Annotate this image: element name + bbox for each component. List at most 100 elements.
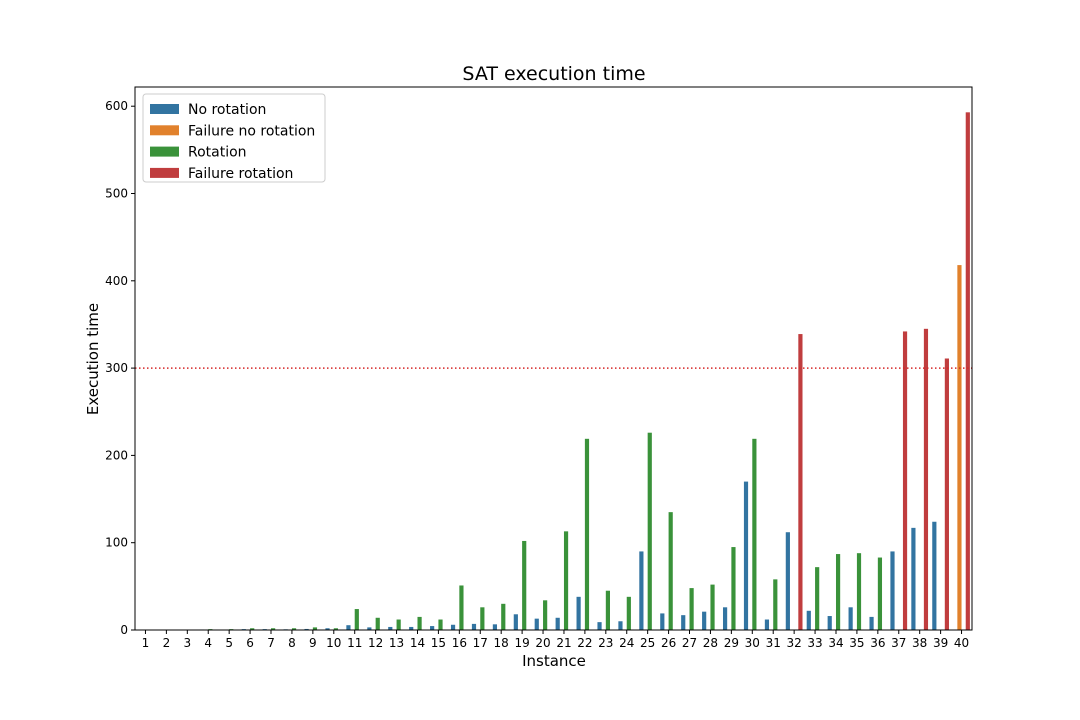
bar	[890, 551, 895, 630]
bar	[827, 616, 832, 630]
bar	[522, 540, 527, 630]
x-tick-label: 20	[535, 636, 550, 650]
bar	[710, 584, 715, 630]
bar	[944, 358, 949, 630]
legend-swatch	[150, 167, 179, 178]
x-tick-label: 33	[807, 636, 822, 650]
bar	[576, 596, 581, 630]
bar	[271, 628, 276, 630]
y-tick-label: 200	[105, 448, 128, 462]
bar	[806, 610, 811, 630]
bar	[471, 623, 477, 630]
x-tick-label: 12	[368, 636, 383, 650]
x-tick-label: 39	[933, 636, 948, 650]
x-tick-label: 7	[267, 636, 275, 650]
bar	[501, 603, 506, 630]
x-tick-label: 36	[870, 636, 885, 650]
bar	[605, 590, 610, 630]
bar	[291, 628, 297, 630]
bar	[932, 521, 937, 630]
x-tick-label: 10	[326, 636, 341, 650]
bar	[354, 609, 359, 630]
x-tick-label: 6	[246, 636, 254, 650]
bar	[856, 553, 862, 630]
bar	[626, 596, 631, 630]
bar	[417, 616, 422, 630]
plot-frame	[134, 86, 973, 631]
bar	[396, 619, 401, 630]
bar	[430, 626, 435, 630]
y-tick-label: 0	[120, 623, 128, 637]
bar	[312, 627, 318, 630]
legend-swatch	[150, 125, 179, 136]
legend-swatch	[150, 146, 179, 157]
bar	[752, 438, 757, 630]
bar	[731, 547, 736, 630]
x-tick-label: 23	[598, 636, 613, 650]
bar	[480, 607, 485, 630]
bar	[869, 616, 874, 630]
x-tick-label: 32	[786, 636, 801, 650]
bar	[450, 624, 456, 630]
chart-title: SAT execution time	[462, 63, 645, 85]
y-tick-label: 100	[105, 536, 128, 550]
x-tick-label: 31	[766, 636, 781, 650]
bar	[325, 628, 330, 630]
y-axis-label: Execution time	[84, 303, 102, 415]
bar	[375, 617, 380, 630]
bar	[877, 557, 883, 630]
y-tick-label: 500	[105, 187, 128, 201]
x-tick-label: 2	[163, 636, 171, 650]
x-tick-label: 27	[682, 636, 697, 650]
bar	[438, 619, 443, 630]
x-tick-label: 26	[661, 636, 676, 650]
bar	[346, 625, 351, 630]
y-tick-label: 400	[105, 274, 128, 288]
x-tick-label: 34	[828, 636, 843, 650]
bar	[923, 328, 929, 630]
x-tick-label: 29	[724, 636, 739, 650]
bar	[555, 617, 560, 630]
x-tick-label: 15	[431, 636, 446, 650]
legend-label: Failure no rotation	[188, 123, 315, 139]
legend-swatch	[150, 104, 179, 114]
x-tick-label: 37	[891, 636, 906, 650]
bar	[743, 481, 749, 630]
legend-label: Failure rotation	[188, 166, 293, 182]
bar	[618, 621, 623, 630]
bar	[597, 622, 602, 630]
bar	[835, 554, 841, 630]
bar	[639, 551, 644, 630]
x-tick-label: 22	[577, 636, 592, 650]
x-tick-label: 16	[452, 636, 467, 650]
bar	[722, 607, 728, 630]
bar	[513, 614, 518, 630]
bar	[689, 588, 694, 630]
bar	[388, 626, 393, 630]
bar	[785, 532, 790, 630]
y-tick-label: 300	[105, 361, 128, 375]
x-tick-label: 9	[309, 636, 317, 650]
bar	[668, 512, 673, 630]
x-axis-label: Instance	[522, 652, 586, 670]
x-tick-label: 4	[204, 636, 212, 650]
y-tick-label: 600	[105, 99, 128, 113]
bar	[702, 611, 707, 630]
bar	[957, 265, 962, 630]
x-tick-label: 3	[183, 636, 191, 650]
legend-label: Rotation	[188, 145, 247, 161]
x-tick-label: 35	[849, 636, 864, 650]
x-tick-label: 17	[473, 636, 488, 650]
bar	[660, 613, 665, 630]
legend-box	[142, 93, 326, 183]
bar	[459, 585, 464, 630]
bar	[250, 628, 255, 630]
x-tick-label: 18	[494, 636, 509, 650]
bar	[773, 579, 778, 630]
x-tick-label: 8	[288, 636, 296, 650]
x-tick-label: 1	[142, 636, 150, 650]
bar	[681, 615, 686, 630]
bar	[534, 618, 539, 630]
x-tick-label: 24	[619, 636, 634, 650]
